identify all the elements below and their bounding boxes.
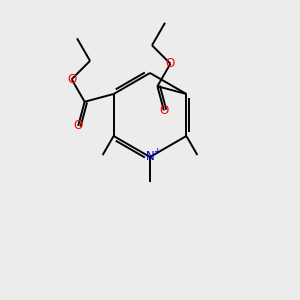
Text: N: N [146,151,154,164]
Text: O: O [74,119,83,132]
Text: O: O [166,57,175,70]
Text: O: O [67,73,76,86]
Text: +: + [153,148,161,157]
Text: O: O [159,104,169,117]
